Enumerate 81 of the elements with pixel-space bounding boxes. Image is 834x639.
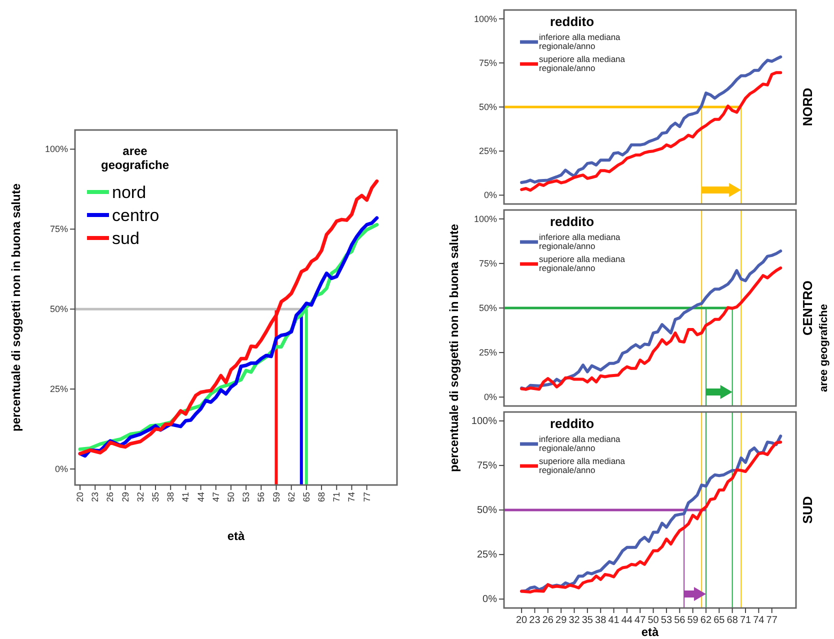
y-tick-label: 0% <box>54 464 68 474</box>
legend-title: aree geografiche <box>100 144 170 172</box>
y-tick-label: 75% <box>478 58 497 68</box>
y-axis-title: percentuale di soggetti non in buona salute <box>9 183 23 432</box>
legend-title: reddito <box>550 14 594 29</box>
x-tick-label: 44 <box>196 492 206 502</box>
y-tick-label: 75% <box>50 224 68 234</box>
x-tick-label: 53 <box>241 492 252 502</box>
x-tick-label: 44 <box>621 615 633 626</box>
text: SUD <box>800 496 815 524</box>
x-tick-label: 26 <box>105 492 116 502</box>
y-tick-label: 100% <box>471 416 498 427</box>
legend-title: reddito <box>550 416 594 431</box>
x-tick-label: 77 <box>362 492 372 502</box>
x-tick-label: 71 <box>740 615 752 626</box>
x-tick-label: 65 <box>714 615 726 626</box>
x-tick-label: 62 <box>700 615 712 626</box>
y-tick-label: 25% <box>478 146 497 156</box>
x-tick-label: 38 <box>595 615 607 626</box>
x-tick-label: 59 <box>271 492 282 502</box>
x-axis-title: età <box>641 625 659 639</box>
x-tick-label: 35 <box>150 492 160 502</box>
x-tick-label: 23 <box>529 615 541 626</box>
x-tick-label: 65 <box>301 492 312 502</box>
x-tick-label: 29 <box>556 615 568 626</box>
y-tick-label: 100% <box>44 144 68 154</box>
y-tick-label: 25% <box>476 550 498 561</box>
x-tick-label: 56 <box>674 615 686 626</box>
x-tick-label: 47 <box>210 492 221 502</box>
legend-label: inferiore alla mediana regionale/anno <box>539 434 621 453</box>
legend-label: superiore alla mediana regionale/anno <box>539 254 626 273</box>
x-tick-label: 74 <box>753 615 765 626</box>
x-tick-label: 38 <box>166 492 176 502</box>
y-tick-label: 75% <box>478 258 497 268</box>
y-tick-label: 25% <box>50 384 68 394</box>
y-tick-label: 0% <box>484 190 497 200</box>
legend-label: superiore alla mediana regionale/anno <box>539 456 626 475</box>
y-tick-label: 25% <box>478 348 497 358</box>
legend-label: nord <box>112 183 146 202</box>
x-tick-label: 26 <box>542 615 554 626</box>
legend-label: inferiore alla mediana regionale/anno <box>539 232 621 251</box>
legend-label: sud <box>112 229 140 248</box>
legend-label: inferiore alla mediana regionale/anno <box>539 32 621 51</box>
x-tick-label: 59 <box>687 615 699 626</box>
x-tick-label: 50 <box>648 615 660 626</box>
x-tick-label: 50 <box>226 492 236 502</box>
y-tick-label: 100% <box>474 214 497 224</box>
y-tick-label: 0% <box>482 594 498 606</box>
x-tick-label: 32 <box>135 492 146 502</box>
x-tick-label: 47 <box>634 615 646 626</box>
text: NORD <box>800 88 815 126</box>
x-tick-label: 62 <box>286 492 296 502</box>
x-tick-label: 41 <box>608 615 620 626</box>
x-tick-label: 35 <box>582 615 594 626</box>
x-tick-label: 68 <box>316 492 327 502</box>
legend-label: centro <box>112 206 160 225</box>
text: CENTRO <box>800 280 815 336</box>
x-axis-title: età <box>227 529 245 543</box>
x-tick-label: 71 <box>332 492 342 502</box>
x-tick-label: 77 <box>766 615 778 626</box>
y-tick-label: 50% <box>476 505 498 516</box>
y-tick-label: 75% <box>476 460 498 472</box>
y-tick-label: 0% <box>484 392 497 402</box>
x-tick-label: 29 <box>120 492 130 502</box>
y-axis-title: percentuale di soggetti non in buona salute <box>447 224 461 472</box>
y-tick-label: 50% <box>478 102 497 112</box>
x-tick-label: 23 <box>90 492 100 502</box>
x-tick-label: 56 <box>256 492 266 502</box>
x-tick-label: 20 <box>516 615 528 626</box>
x-tick-label: 74 <box>346 492 357 502</box>
text: aree geografiche <box>818 304 830 392</box>
y-tick-label: 50% <box>50 304 68 314</box>
x-tick-label: 53 <box>660 615 672 626</box>
x-tick-label: 41 <box>180 492 191 502</box>
x-tick-label: 68 <box>726 615 738 626</box>
y-tick-label: 100% <box>474 14 497 24</box>
x-tick-label: 20 <box>75 492 86 502</box>
legend-label: superiore alla mediana regionale/anno <box>539 54 626 73</box>
y-tick-label: 50% <box>478 303 497 313</box>
x-tick-label: 32 <box>568 615 580 626</box>
legend-title: reddito <box>550 214 594 229</box>
